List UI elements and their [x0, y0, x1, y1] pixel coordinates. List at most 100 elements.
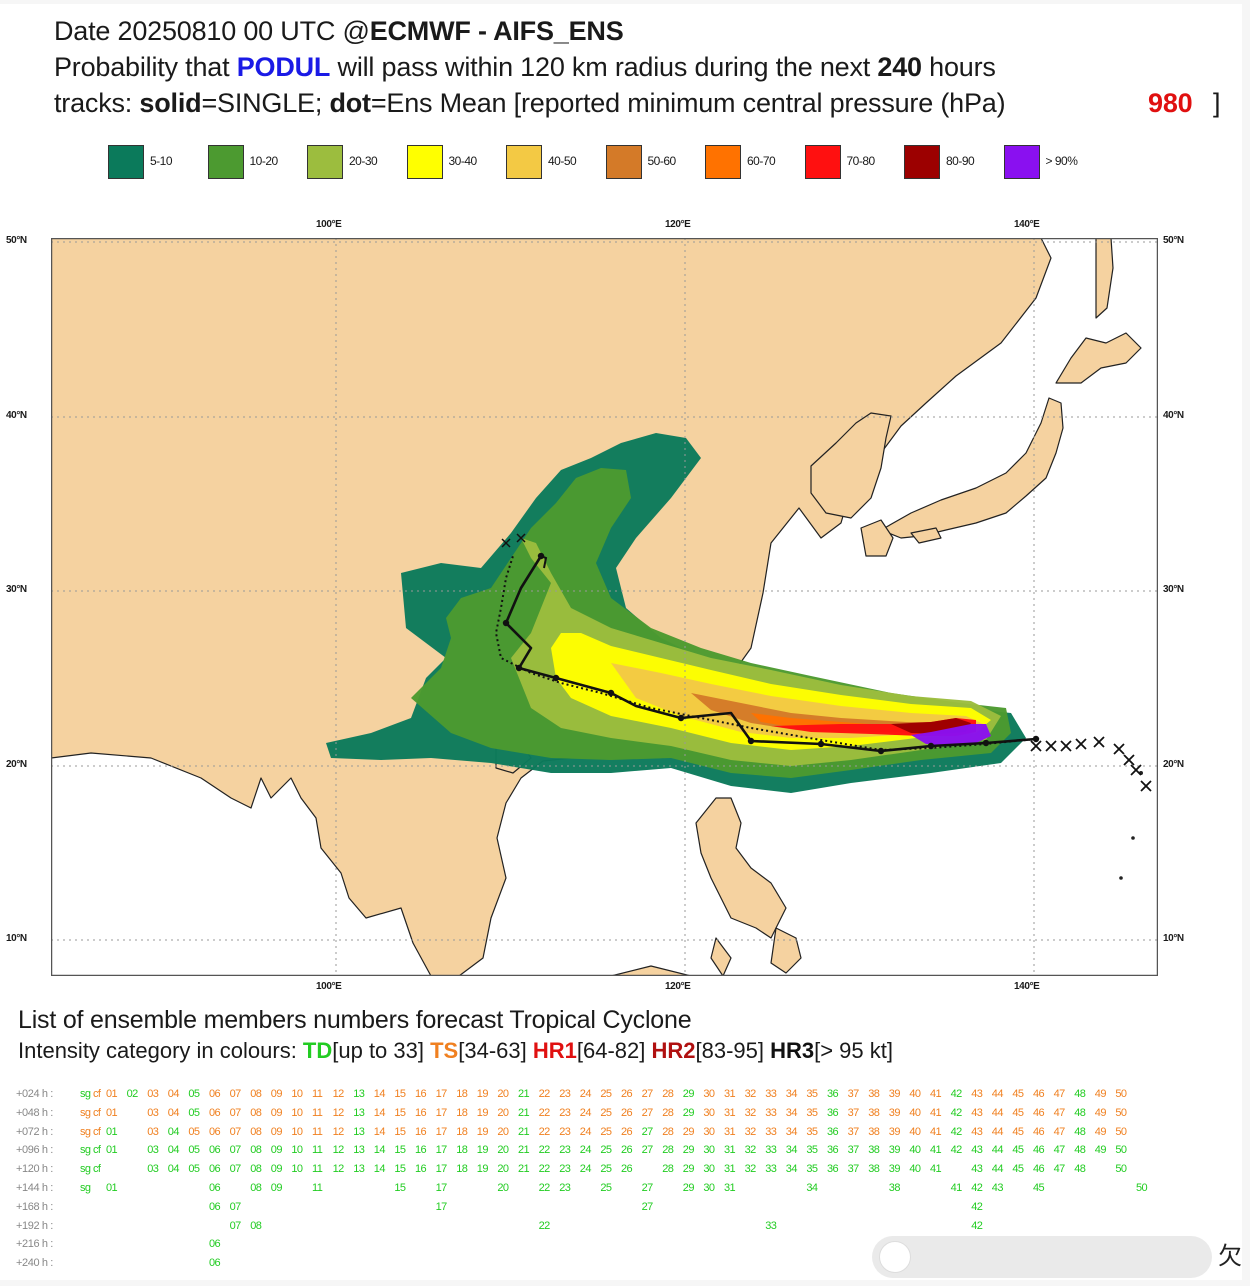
ensemble-member-id: 50 [1115, 1106, 1127, 1119]
ensemble-member-id: 08 [250, 1219, 262, 1232]
japan-shikoku [910, 527, 942, 544]
ensemble-member-id: 33 [765, 1144, 777, 1157]
ensemble-member-id: 06 [209, 1257, 221, 1270]
ensemble-member-id: 10 [291, 1125, 303, 1138]
ensemble-member-id: 27 [641, 1106, 654, 1119]
ensemble-member-id: 16 [415, 1144, 427, 1157]
ensemble-member-id: 18 [456, 1088, 468, 1100]
ensemble-member-id: 03 [147, 1106, 159, 1119]
ensemble-member-id: 25 [600, 1182, 612, 1194]
member-position-cross [1060, 740, 1072, 752]
ensemble-member-id: 35 [806, 1088, 818, 1100]
member-position-cross [516, 533, 526, 543]
ensemble-member-id: 17 [435, 1200, 448, 1213]
ensemble-member-id: 08 [250, 1182, 262, 1194]
forecast-hour-label: +048 h : [16, 1106, 53, 1119]
storm-name: PODUL [236, 52, 331, 82]
ensemble-member-id: 17 [435, 1163, 448, 1176]
korea-peninsula [810, 412, 892, 519]
legend-label: 40-50 [548, 154, 577, 168]
ensemble-member-id: 01 [106, 1182, 118, 1194]
ensemble-member-id: 23 [559, 1163, 571, 1176]
ensemble-member-id: 50 [1115, 1088, 1127, 1100]
ensemble-member-id: 09 [270, 1125, 283, 1138]
ensemble-member-id: 09 [270, 1106, 283, 1119]
ensemble-member-id: 48 [1074, 1106, 1086, 1119]
ensemble-member-id: 05 [188, 1144, 200, 1157]
ensemble-member-id: 22 [538, 1125, 551, 1138]
ensemble-member-id: 42 [971, 1182, 983, 1194]
legend-label: 10-20 [249, 154, 279, 168]
ensemble-mean-track-dotted [494, 555, 1037, 752]
ensemble-member-id: 42 [950, 1106, 963, 1119]
ensemble-member-id: 38 [868, 1088, 880, 1100]
ensemble-list-title: List of ensemble members numbers forecas… [18, 1006, 692, 1034]
ensemble-member-id: 24 [579, 1144, 592, 1157]
legend-swatch [207, 145, 244, 179]
ensemble-member-id: 45 [1012, 1163, 1024, 1176]
ensemble-member-id: 26 [621, 1088, 633, 1100]
forecast-hour-label: +168 h : [16, 1200, 53, 1213]
ensemble-member-id: 04 [167, 1144, 180, 1157]
ensemble-member-id: 41 [930, 1088, 942, 1100]
ensemble-member-id: 12 [332, 1106, 345, 1119]
ensemble-member-id: 44 [991, 1163, 1004, 1176]
ensemble-member-id: 10 [291, 1106, 303, 1119]
ensemble-member-id: 26 [621, 1144, 633, 1157]
ensemble-member-id: 30 [703, 1106, 715, 1119]
legend-swatch [1003, 145, 1040, 179]
track-point [677, 714, 685, 722]
ensemble-member-id: 30 [703, 1182, 715, 1194]
ensemble-member-id: 06 [209, 1200, 221, 1213]
ensemble-member-id: 27 [641, 1182, 654, 1194]
floating-toolbar[interactable] [872, 1236, 1212, 1278]
ensemble-member-id: sg [80, 1163, 91, 1176]
forecast-hour-label: +192 h : [16, 1219, 53, 1232]
ensemble-member-id: 01 [106, 1106, 118, 1119]
legend-label: > 90% [1045, 154, 1078, 168]
ensemble-member-id: 41 [930, 1106, 942, 1119]
legend-swatch [108, 145, 144, 179]
ensemble-member-id: cf [93, 1144, 101, 1157]
toolbar-handle[interactable] [879, 1241, 911, 1273]
axis-label: 10°N [1163, 933, 1184, 944]
ensemble-member-id: 41 [930, 1163, 942, 1176]
ensemble-member-id: 17 [435, 1125, 448, 1138]
ensemble-member-id: 38 [868, 1125, 880, 1138]
track-point [927, 742, 935, 750]
ensemble-member-id: 09 [270, 1144, 283, 1157]
ensemble-member-id: 31 [724, 1106, 736, 1119]
track-point [747, 737, 755, 745]
ensemble-member-id: 03 [147, 1125, 159, 1138]
ensemble-member-id: 37 [847, 1163, 860, 1176]
axis-label: 40°N [6, 410, 27, 421]
ensemble-member-id: 36 [827, 1144, 839, 1157]
ensemble-member-id: 23 [559, 1182, 571, 1194]
ensemble-member-id: 29 [682, 1106, 695, 1119]
ensemble-member-id: 16 [415, 1125, 427, 1138]
forecast-hour-label: +096 h : [16, 1144, 53, 1157]
ensemble-member-id: 10 [291, 1144, 303, 1157]
ensemble-member-id: 47 [1053, 1125, 1066, 1138]
ensemble-member-id: 43 [971, 1106, 983, 1119]
ensemble-member-id: 14 [373, 1144, 386, 1157]
axis-label: 100°E [316, 219, 342, 230]
member-position-cross [1140, 780, 1152, 792]
ensemble-member-id: 16 [415, 1163, 427, 1176]
ensemble-member-id: 06 [209, 1106, 221, 1119]
ensemble-member-id: 11 [312, 1125, 323, 1138]
legend-swatch [904, 145, 940, 179]
ensemble-member-id: 44 [991, 1106, 1004, 1119]
ensemble-member-id: 07 [229, 1088, 242, 1100]
ensemble-member-id: 15 [394, 1144, 406, 1157]
ensemble-member-id: 13 [353, 1088, 365, 1100]
ensemble-member-id: 05 [188, 1163, 200, 1176]
ensemble-member-id: 42 [950, 1144, 963, 1157]
ensemble-member-id: 14 [373, 1163, 386, 1176]
ensemble-member-id: 31 [724, 1163, 736, 1176]
forecast-hour-label: +120 h : [16, 1163, 53, 1176]
ensemble-member-id: 07 [229, 1125, 242, 1138]
ensemble-member-id: 33 [765, 1125, 777, 1138]
ensemble-member-id: 10 [291, 1163, 303, 1176]
header-line-2: Probability that PODUL will pass within … [54, 52, 996, 82]
